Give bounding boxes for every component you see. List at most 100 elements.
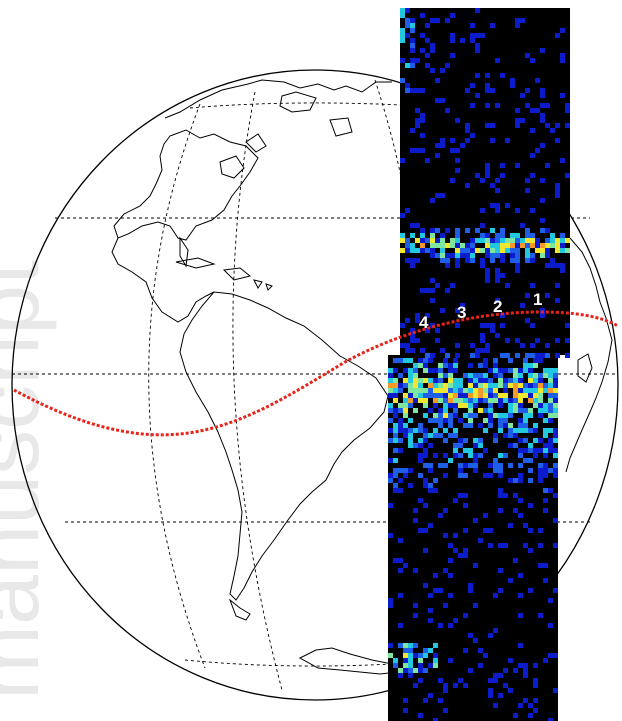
swath-cell (465, 128, 470, 133)
swath-cell (565, 338, 570, 343)
swath-cell (393, 658, 398, 663)
swath-cell (438, 368, 443, 373)
swath-cell (405, 33, 410, 38)
swath-cell (483, 448, 488, 453)
swath-cell (538, 463, 543, 468)
swath-cell (478, 388, 483, 393)
swath-cell (478, 453, 483, 458)
swath-cell (423, 368, 428, 373)
swath-cell (410, 63, 415, 68)
swath-cell (433, 653, 438, 658)
swath-cell (525, 318, 530, 323)
swath-cell (528, 588, 533, 593)
swath-cell (508, 578, 513, 583)
swath-cell (458, 398, 463, 403)
swath-cell (400, 238, 405, 243)
swath-cell (463, 388, 468, 393)
swath-cell (445, 288, 450, 293)
swath-cell (455, 118, 460, 123)
swath-cell (540, 353, 545, 358)
swath-cell (448, 558, 453, 563)
swath-cell (495, 333, 500, 338)
swath-cell (498, 383, 503, 388)
swath-cell (438, 393, 443, 398)
swath-cell (430, 238, 435, 243)
swath-cell (488, 403, 493, 408)
swath-cell (408, 643, 413, 648)
swath-cell (555, 183, 560, 188)
swath-cell (545, 238, 550, 243)
swath-cell (455, 243, 460, 248)
swath-cell (480, 233, 485, 238)
swath-cell (533, 448, 538, 453)
globe-outline (11, 69, 619, 701)
swath-cell (478, 443, 483, 448)
swath-cell (523, 358, 528, 363)
swath-cell (485, 88, 490, 93)
swath-cell (500, 248, 505, 253)
swath-cell (555, 138, 560, 143)
swath-cell (560, 268, 565, 273)
swath-cell (515, 353, 520, 358)
swath-cell (420, 133, 425, 138)
swath-cell (423, 548, 428, 553)
swath-cell (508, 383, 513, 388)
swath-cell (518, 498, 523, 503)
swath-cell (543, 448, 548, 453)
swath-cell (440, 253, 445, 258)
swath-cell (470, 243, 475, 248)
swath-cell (495, 273, 500, 278)
swath-cell (435, 228, 440, 233)
swath-cell (543, 658, 548, 663)
swath-cell (495, 243, 500, 248)
swath-cell (388, 388, 393, 393)
swath-cell (493, 413, 498, 418)
swath-cell (440, 308, 445, 313)
swath-cell (478, 398, 483, 403)
swath-cell (403, 643, 408, 648)
coastline-central-america (111, 236, 215, 323)
swath-cell (555, 33, 560, 38)
swath-cell (498, 463, 503, 468)
swath-cell (435, 328, 440, 333)
swath-cell (480, 248, 485, 253)
swath-cell (448, 388, 453, 393)
swath-cell (443, 418, 448, 423)
swath-cell (405, 8, 410, 13)
swath-cell (533, 423, 538, 428)
swath-cell (440, 143, 445, 148)
swath-cell (538, 478, 543, 483)
swath-cell (503, 413, 508, 418)
swath-cell (508, 688, 513, 693)
swath-cell (435, 78, 440, 83)
swath-cell (475, 173, 480, 178)
swath-cell (428, 388, 433, 393)
swath-cell (445, 18, 450, 23)
swath-cell (508, 403, 513, 408)
swath-cell (418, 363, 423, 368)
swath-cell (553, 403, 558, 408)
swath-cell (463, 373, 468, 378)
swath-cell (518, 408, 523, 413)
swath-cell (453, 433, 458, 438)
swath-cell (555, 298, 560, 303)
swath-cell (465, 183, 470, 188)
swath-cell (478, 378, 483, 383)
swath-cell (498, 418, 503, 423)
swath-cell (465, 138, 470, 143)
swath-cell (553, 493, 558, 498)
swath-cell (458, 473, 463, 478)
swath-cell (468, 373, 473, 378)
swath-cell (500, 238, 505, 243)
swath-cell (468, 633, 473, 638)
swath-cell (438, 623, 443, 628)
swath-cell (453, 408, 458, 413)
swath-cell (523, 668, 528, 673)
swath-cell (393, 413, 398, 418)
swath-cell (453, 448, 458, 453)
swath-cell (485, 323, 490, 328)
swath-cell (488, 418, 493, 423)
swath-cell (408, 393, 413, 398)
swath-cell (455, 308, 460, 313)
